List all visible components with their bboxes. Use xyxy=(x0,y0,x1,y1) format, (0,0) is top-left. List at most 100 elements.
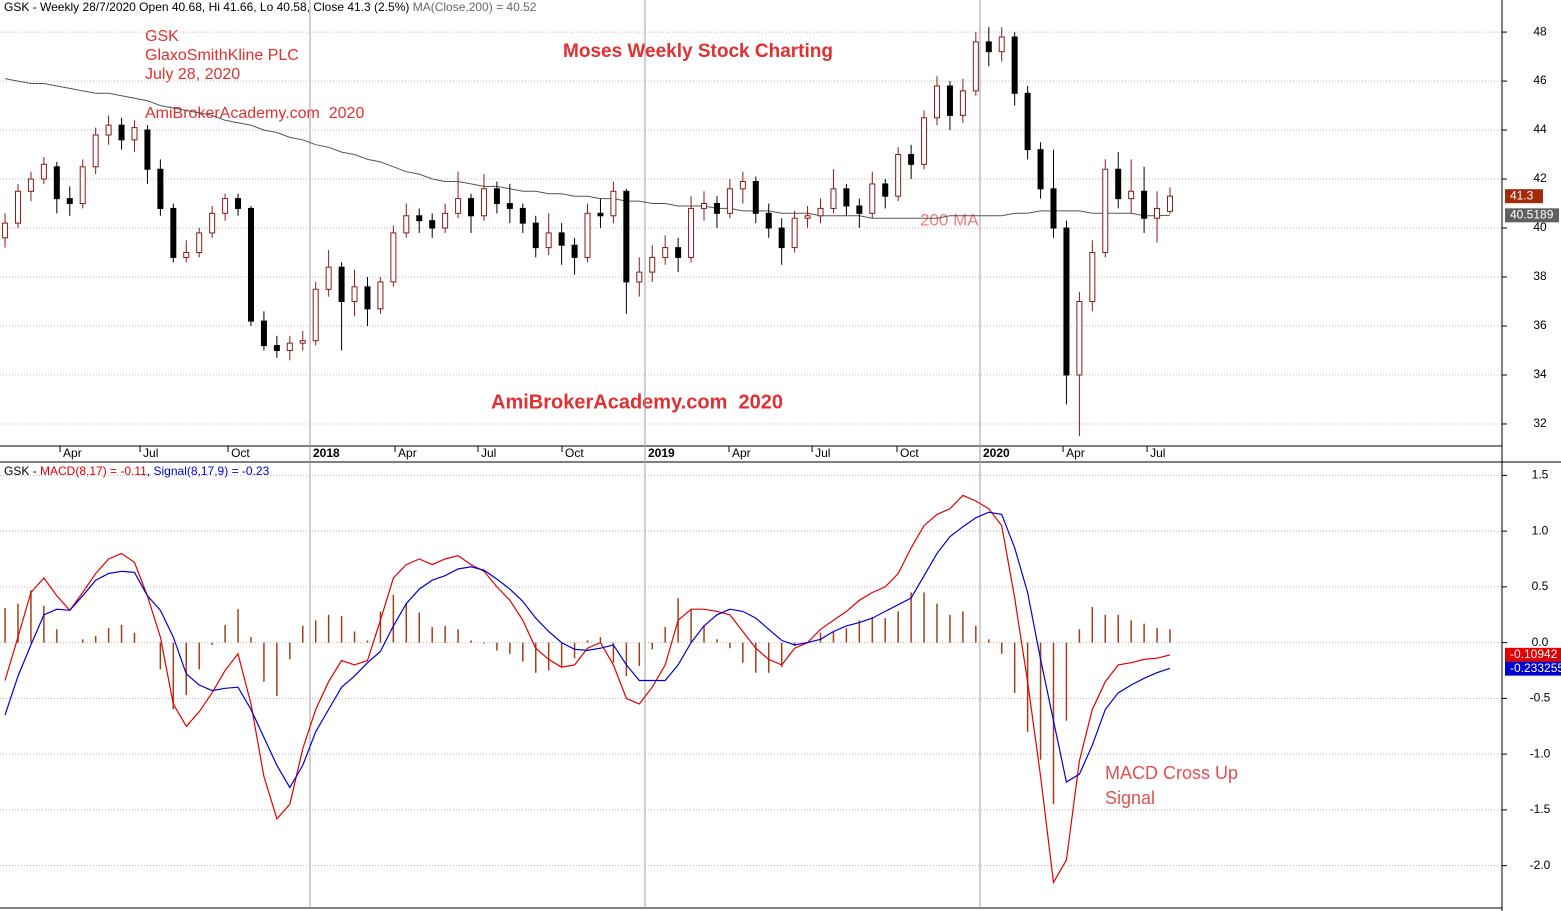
y-tick-label: 34 xyxy=(1533,367,1547,381)
candle-body xyxy=(882,183,889,197)
candle-body xyxy=(1115,168,1122,200)
candle-body xyxy=(66,198,73,205)
candle-body xyxy=(14,190,21,224)
annotation: AmiBrokerAcademy.com 2020 xyxy=(145,105,364,122)
x-tick-label: Jul xyxy=(1150,446,1165,460)
x-tick-label: Jul xyxy=(143,446,158,460)
macd-line xyxy=(4,511,1171,789)
candle-body xyxy=(1089,252,1096,302)
x-tick-label: Jul xyxy=(815,446,830,460)
candle-body xyxy=(377,281,384,310)
candle-body xyxy=(480,188,487,217)
candle-body xyxy=(1166,195,1173,212)
candle-body xyxy=(998,36,1005,53)
candle-body xyxy=(1037,149,1044,190)
y-tick-label: 40 xyxy=(1533,220,1547,234)
candle-body xyxy=(532,222,539,249)
candle-body xyxy=(390,232,397,283)
x-tick-label: 2019 xyxy=(648,446,675,460)
candle-body xyxy=(506,203,513,209)
y-tick-label: 48 xyxy=(1533,24,1547,38)
macd-line xyxy=(4,494,1171,885)
candle-body xyxy=(403,215,410,234)
value-badge-label: 40.5189 xyxy=(1510,207,1554,221)
x-tick-label: Apr xyxy=(1066,446,1085,460)
candle-body xyxy=(170,207,177,258)
candle-body xyxy=(688,207,695,258)
candle-body xyxy=(985,41,992,53)
candle-body xyxy=(1154,207,1161,219)
y-tick-label: -1.0 xyxy=(1530,746,1551,760)
watermark: AmiBrokerAcademy.com 2020 xyxy=(491,391,783,413)
y-tick-label: 1.5 xyxy=(1532,468,1549,482)
candle-body xyxy=(869,183,876,214)
header-ma: MA(Close,200) = 40.52 xyxy=(413,0,537,14)
y-tick-label: 42 xyxy=(1533,171,1547,185)
candle-body xyxy=(713,203,720,214)
candle-body xyxy=(934,85,941,119)
macd-header: GSK - MACD(8,17) = -0.11, Signal(8,17,9)… xyxy=(4,464,270,478)
candle-body xyxy=(908,154,915,165)
candle-body xyxy=(247,207,254,322)
candle-body xyxy=(726,188,733,214)
candle-body xyxy=(752,180,759,214)
x-tick-label: Oct xyxy=(565,446,584,460)
candle-body xyxy=(946,85,953,116)
y-tick-label: 0.5 xyxy=(1532,579,1549,593)
x-tick-label: Apr xyxy=(732,446,751,460)
candle-body xyxy=(1063,227,1070,376)
header-sep: , xyxy=(147,464,154,478)
x-tick-label: 2018 xyxy=(313,446,340,460)
candle-body xyxy=(222,198,229,214)
candle-body xyxy=(196,232,203,254)
candle-body xyxy=(662,247,669,258)
candle-body xyxy=(1024,92,1031,151)
value-badge-label: -0.233255 xyxy=(1510,661,1561,675)
candle-body xyxy=(636,271,643,283)
value-badge xyxy=(1505,208,1559,223)
candle-body xyxy=(584,212,591,258)
x-tick-label: Oct xyxy=(231,446,250,460)
ma-line xyxy=(4,78,1171,219)
candle-body xyxy=(27,178,34,192)
y-tick-label: 46 xyxy=(1533,73,1547,87)
y-tick-label: 32 xyxy=(1533,416,1547,430)
candle-body xyxy=(260,320,267,347)
candle-body xyxy=(364,286,371,310)
candle-body xyxy=(105,124,112,136)
candle-body xyxy=(442,212,449,229)
candle-body xyxy=(519,207,526,224)
candle-body xyxy=(739,180,746,190)
candle-body xyxy=(649,256,656,273)
candle-body xyxy=(157,168,164,209)
x-tick-label: Apr xyxy=(398,446,417,460)
y-tick-label: -1.5 xyxy=(1530,802,1551,816)
candle-body xyxy=(209,212,216,234)
candle-body xyxy=(1050,188,1057,229)
candle-body xyxy=(1128,190,1135,200)
value-badge-label: -0.10942 xyxy=(1510,647,1558,661)
annotation: MACD Cross Up xyxy=(1105,763,1238,783)
y-tick-label: 36 xyxy=(1533,318,1547,332)
y-tick-label: 1.0 xyxy=(1532,523,1549,537)
header-text: GSK - Weekly 28/7/2020 Open 40.68, Hi 41… xyxy=(4,0,413,14)
candle-body xyxy=(1141,190,1148,219)
candle-body xyxy=(144,129,151,170)
candle-body xyxy=(273,345,280,351)
y-tick-label: 38 xyxy=(1533,269,1547,283)
candle-body xyxy=(791,217,798,249)
y-tick-label: 44 xyxy=(1533,122,1547,136)
header-macd: MACD(8,17) = -0.11 xyxy=(40,464,147,478)
candle-body xyxy=(895,154,902,197)
candle-body xyxy=(765,212,772,229)
candle-body xyxy=(545,232,552,249)
candle-body xyxy=(299,340,306,344)
candle-body xyxy=(455,198,462,214)
candle-body xyxy=(493,188,500,205)
candle-body xyxy=(235,198,242,209)
candle-body xyxy=(856,205,863,214)
value-badge xyxy=(1505,647,1561,662)
value-badge-label: 41.3 xyxy=(1510,188,1534,202)
